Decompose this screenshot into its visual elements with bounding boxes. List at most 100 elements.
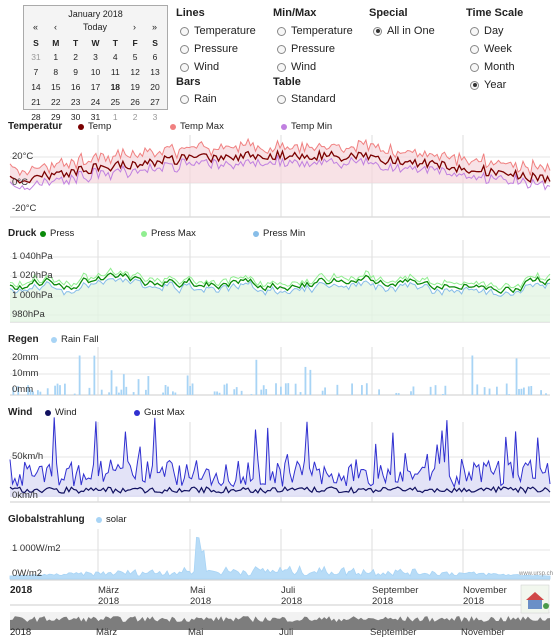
temp-max-legend: Temp Max [170, 121, 224, 132]
radio-icon[interactable] [470, 62, 479, 72]
calendar-day[interactable]: 24 [90, 96, 101, 107]
today-button[interactable]: Today [83, 22, 108, 32]
calendar-day[interactable]: 29 [51, 111, 61, 122]
calendar-day[interactable]: 20 [150, 81, 160, 92]
calendar-day[interactable]: 31 [31, 52, 41, 63]
lines-option-pressure[interactable]: Pressure [180, 43, 256, 55]
legend-solar[interactable]: solar [106, 514, 127, 525]
radio-icon[interactable] [180, 26, 189, 36]
rain-bar [518, 389, 520, 395]
prev-year-button[interactable]: « [33, 22, 39, 32]
minmax-option-pressure[interactable]: Pressure [277, 43, 353, 55]
radio-icon[interactable] [180, 94, 189, 104]
timescale-option-week[interactable]: Week [470, 43, 515, 55]
calendar-day[interactable]: 9 [73, 67, 78, 78]
legend-temp[interactable]: Temp [88, 121, 112, 132]
calendar-day[interactable]: 15 [51, 81, 61, 92]
timescale-option-year[interactable]: Year [470, 79, 515, 91]
calendar-day[interactable]: 12 [130, 67, 140, 78]
solar-area [9, 536, 551, 580]
calendar-day[interactable]: 3 [152, 111, 158, 122]
rain-bar [191, 383, 194, 395]
next-year-button[interactable]: » [152, 22, 158, 32]
rain-bar [520, 388, 523, 395]
minmax-option-temperature[interactable]: Temperature [277, 25, 353, 37]
radio-icon[interactable] [470, 44, 479, 54]
radio-icon[interactable] [277, 94, 286, 104]
calendar-day[interactable]: 1 [112, 111, 118, 122]
rain-bar [54, 385, 56, 395]
prev-month-button[interactable]: ‹ [54, 22, 57, 32]
calendar-day[interactable]: 7 [33, 67, 39, 78]
solar-legend: solar [96, 514, 127, 525]
rain-bar [336, 384, 339, 395]
calendar-day[interactable]: 27 [150, 96, 160, 107]
legend-press[interactable]: Press [50, 228, 75, 239]
special-option-all-in-one[interactable]: All in One [373, 25, 435, 37]
calendar-day[interactable]: 13 [150, 67, 160, 78]
calendar-day[interactable]: 30 [70, 111, 81, 122]
calendar-day[interactable]: 6 [152, 52, 158, 63]
legend-press-min[interactable]: Press Min [263, 228, 306, 239]
calendar-day[interactable]: 22 [51, 96, 61, 107]
minmax-option-wind[interactable]: Wind [277, 61, 353, 73]
calendar-day[interactable]: 2 [132, 111, 138, 122]
radio-icon[interactable] [277, 62, 286, 72]
calendar-day[interactable]: 19 [130, 81, 140, 92]
calendar-day[interactable]: 2 [73, 52, 78, 63]
watermark-text: www.ursp.ch [519, 571, 554, 577]
calendar-day[interactable]: 18 [110, 81, 121, 92]
legend-wind[interactable]: Wind [55, 407, 77, 418]
rain-bar [262, 385, 265, 395]
option-label: Temperature [291, 25, 353, 37]
table-option-standard[interactable]: Standard [277, 93, 336, 105]
legend-rain-fall[interactable]: Rain Fall [61, 334, 99, 345]
calendar-day[interactable]: 25 [110, 96, 121, 107]
month-axis-year: 2018 [372, 596, 394, 607]
rain-bar [378, 389, 380, 395]
calendar-day[interactable]: 26 [130, 96, 140, 107]
calendar-day[interactable]: 23 [70, 96, 81, 107]
radio-icon[interactable] [180, 44, 189, 54]
calendar-day[interactable]: 16 [70, 81, 81, 92]
rain-bar [137, 379, 140, 395]
legend-temp-min[interactable]: Temp Min [291, 121, 333, 132]
calendar-day[interactable]: 4 [112, 52, 118, 63]
rain-bar [32, 391, 34, 395]
calendar-day[interactable]: 8 [53, 67, 59, 78]
radio-icon[interactable] [470, 80, 479, 90]
rain-bar [250, 394, 253, 395]
radio-icon[interactable] [277, 44, 286, 54]
rain-bar [540, 390, 542, 395]
calendar-day[interactable]: 31 [90, 111, 101, 122]
calendar-day[interactable]: 11 [110, 67, 120, 78]
calendar-day[interactable]: 14 [31, 81, 41, 92]
radio-icon[interactable] [470, 26, 479, 36]
radio-icon[interactable] [277, 26, 286, 36]
bars-option-rain[interactable]: Rain [180, 93, 217, 105]
calendar-day[interactable]: 10 [90, 67, 101, 78]
calendar-day[interactable]: 28 [31, 111, 41, 122]
rain-bar [309, 369, 312, 395]
legend-gust-max[interactable]: Gust Max [144, 407, 185, 418]
lines-option-temperature[interactable]: Temperature [180, 25, 256, 37]
press-ylabel-1020: 1 020hPa [12, 270, 53, 281]
lines-option-wind[interactable]: Wind [180, 61, 256, 73]
press-min-line [9, 277, 551, 297]
timescale-option-day[interactable]: Day [470, 25, 515, 37]
calendar-day[interactable]: 3 [93, 52, 98, 63]
calendar-day[interactable]: 5 [132, 52, 138, 63]
radio-icon[interactable] [373, 26, 382, 36]
radio-icon[interactable] [180, 62, 189, 72]
timescale-option-month[interactable]: Month [470, 61, 515, 73]
legend-press-max[interactable]: Press Max [151, 228, 196, 239]
rain-bar [172, 391, 174, 395]
press-ylabel-1000: 1 000hPa [12, 290, 53, 301]
rain-bar [145, 389, 147, 395]
next-month-button[interactable]: › [133, 22, 136, 32]
rain-bar [483, 387, 486, 395]
legend-temp-max[interactable]: Temp Max [180, 121, 224, 132]
calendar-day[interactable]: 21 [31, 96, 41, 107]
calendar-day[interactable]: 17 [90, 81, 101, 92]
calendar-day[interactable]: 1 [53, 52, 59, 63]
